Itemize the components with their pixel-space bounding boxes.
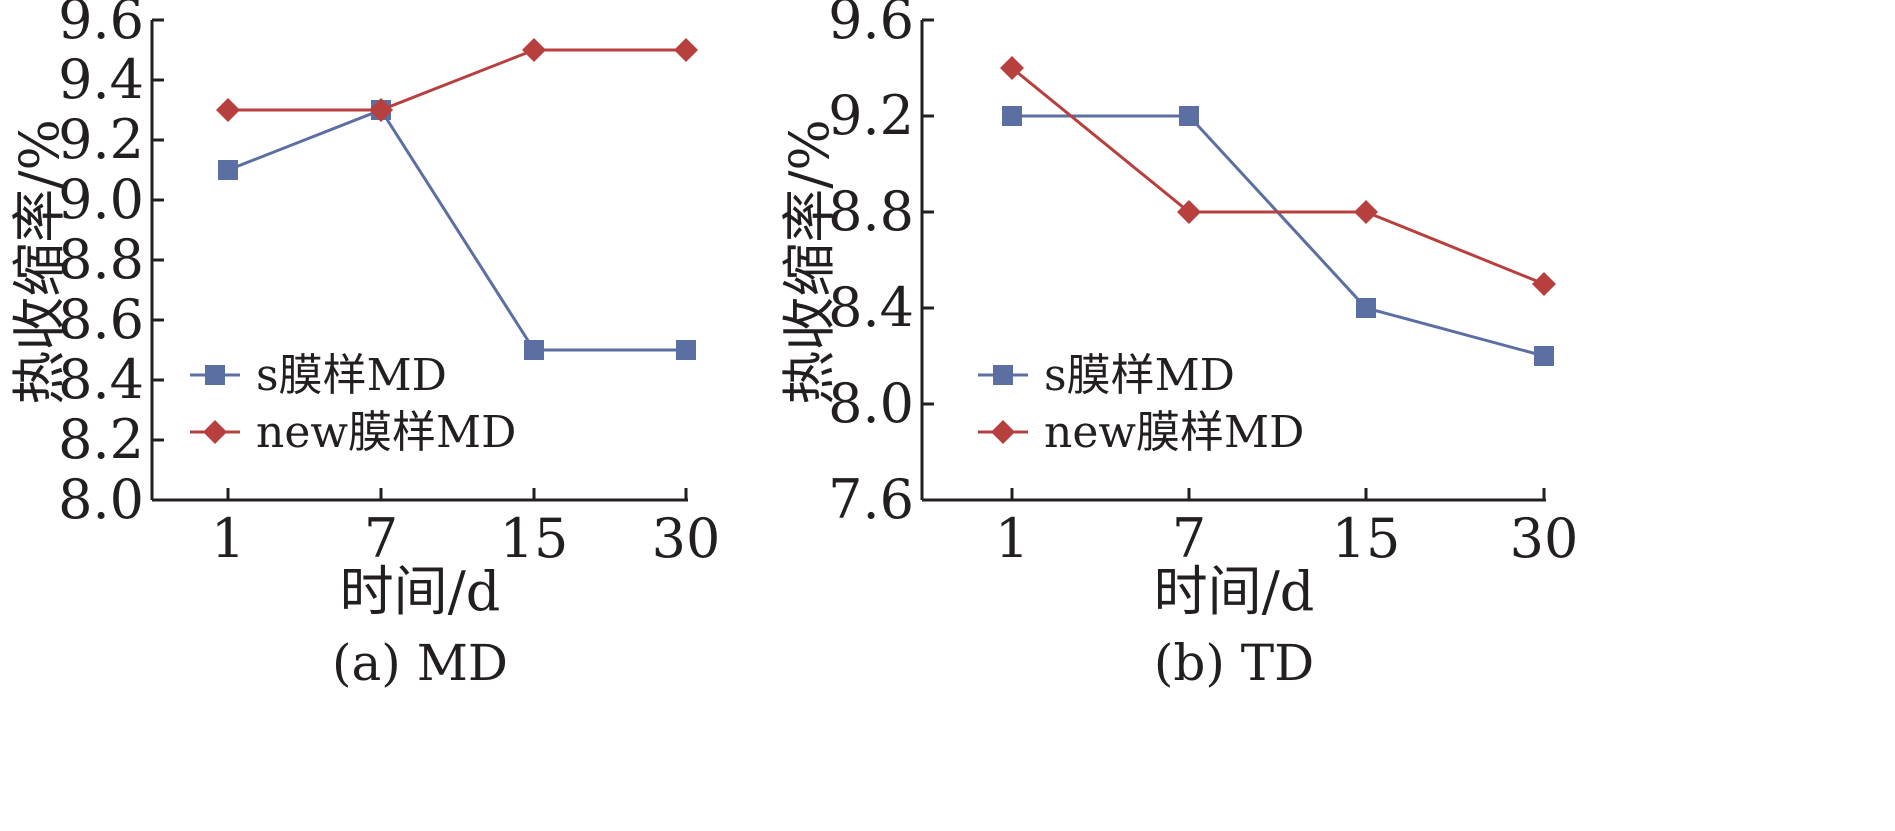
chart-b-series-0-line <box>1012 114 1545 358</box>
chart-a-series-1-point <box>369 98 393 122</box>
chart-b-series-0-point <box>1179 106 1199 126</box>
chart-a-x-tick-label: 15 <box>500 507 569 570</box>
chart-a-legend-marker <box>205 365 225 385</box>
chart-a-series-1-line <box>228 48 686 112</box>
chart-a-y-tick-label: 9.2 <box>58 108 144 171</box>
chart-a-legend-marker <box>203 420 227 444</box>
chart-a-y-tick-label: 9.0 <box>58 168 144 231</box>
chart-a-series-0-point <box>676 340 696 360</box>
chart-b-x-tick-label: 7 <box>1172 507 1206 570</box>
chart-b-series-1-point <box>1354 200 1378 224</box>
chart-a-x-tick-label: 30 <box>652 507 721 570</box>
chart-b-series-1-point <box>1532 272 1556 296</box>
chart-b-x-tick-label: 30 <box>1510 507 1579 570</box>
chart-a-series-1-point <box>674 38 698 62</box>
chart-b-series-1-line <box>1011 66 1545 286</box>
chart-a-y-tick-label: 8.6 <box>58 288 144 351</box>
chart-b-y-tick-label: 9.2 <box>828 84 914 147</box>
chart-b-y-tick-label: 7.6 <box>828 468 914 531</box>
chart-a-y-tick-label: 8.4 <box>58 348 144 411</box>
chart-b-y-axis-title: 热收缩率/% <box>778 119 841 405</box>
chart-b-series-0-point <box>1534 346 1554 366</box>
chart-b-x-tick-label: 1 <box>995 507 1029 570</box>
chart-b-y-tick-label: 8.4 <box>828 276 914 339</box>
chart-a-series-0-point <box>218 160 238 180</box>
chart-b-x-tick-label: 15 <box>1332 507 1401 570</box>
chart-a-series-0-point <box>524 340 544 360</box>
chart-b-legend-label: new膜样MD <box>1044 407 1304 458</box>
chart-a-x-axis-title: 时间/d <box>340 560 501 623</box>
chart-a-series-1-point <box>522 38 546 62</box>
chart-b-y-tick-label: 9.6 <box>828 0 914 51</box>
chart-a-x-tick-label: 1 <box>211 507 245 570</box>
chart-b-series-1-point <box>1000 56 1024 80</box>
chart-a-caption: (a) MD <box>332 634 508 692</box>
chart-b-legend-label: s膜样MD <box>1044 350 1235 401</box>
chart-a-legend-label: s膜样MD <box>256 350 447 401</box>
chart-b-x-axis-title: 时间/d <box>1154 560 1315 623</box>
chart-b-caption: (b) TD <box>1154 634 1314 692</box>
chart-b-legend-marker <box>991 420 1015 444</box>
chart-a-y-tick-label: 9.6 <box>58 0 144 51</box>
chart-a-y-tick-label: 8.0 <box>58 468 144 531</box>
chart-b-y-tick-label: 8.8 <box>828 180 914 243</box>
chart-b-series-0-point <box>1002 106 1022 126</box>
chart-b-series-0-point <box>1356 298 1376 318</box>
chart-b-series-1-point <box>1177 200 1201 224</box>
chart-b-y-tick-label: 8.0 <box>828 372 914 435</box>
chart-a-y-axis-title: 热收缩率/% <box>8 119 71 405</box>
chart-a-series-0-line <box>227 108 686 352</box>
chart-a-series-1-point <box>216 98 240 122</box>
chart-a-y-tick-label: 9.4 <box>58 48 144 111</box>
chart-a-md: 8.08.28.48.68.89.09.29.49.6 1 7 15 30 s膜样MD ne… <box>8 0 720 692</box>
chart-a-y-tick-label: 8.2 <box>58 408 144 471</box>
chart-b-td: 7.6 8.0 8.4 8.8 9.2 9.6 1 7 15 30 s膜样MD new膜样MD 热收缩率… <box>778 0 1578 692</box>
chart-b-legend-marker <box>993 365 1013 385</box>
chart-a-x-tick-label: 7 <box>364 507 398 570</box>
chart-a-y-tick-label: 8.8 <box>58 228 144 291</box>
chart-a-legend-label: new膜样MD <box>256 407 516 458</box>
